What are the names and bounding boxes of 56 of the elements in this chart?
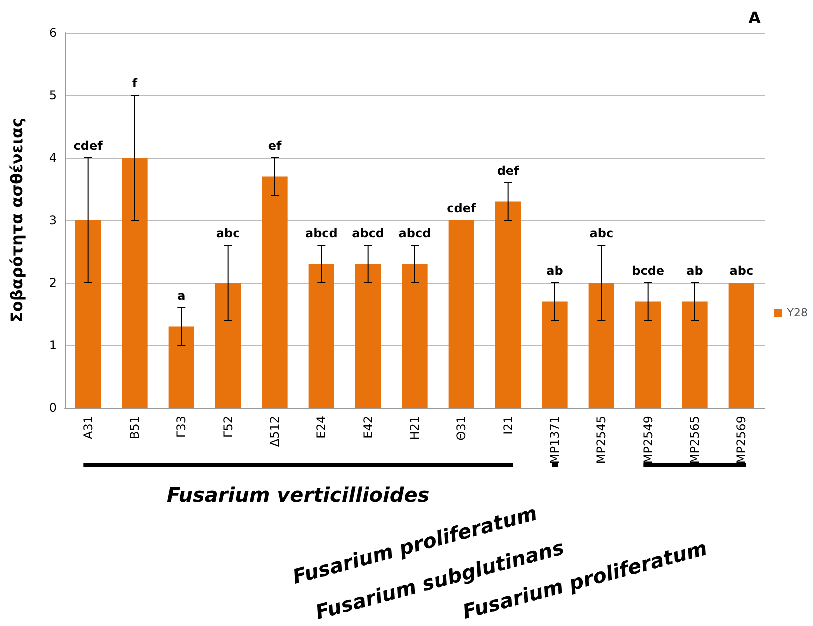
x-tick-label: B51 bbox=[128, 416, 142, 440]
bar bbox=[356, 264, 382, 408]
bar bbox=[542, 302, 568, 408]
legend-label: Y28 bbox=[786, 306, 808, 320]
x-tick-label: MP2545 bbox=[594, 416, 609, 464]
annotation: ab bbox=[686, 264, 704, 278]
bar bbox=[402, 264, 428, 408]
x-tick-label: E42 bbox=[361, 416, 376, 439]
y-tick-label: 0 bbox=[49, 401, 57, 415]
annotation: cdef bbox=[447, 202, 477, 216]
x-tick-label: E24 bbox=[314, 416, 329, 439]
x-tick-label: MP2549 bbox=[641, 416, 656, 464]
y-axis-title: Σοβαρότητα ασθένειας bbox=[8, 118, 26, 324]
y-tick-label: 1 bbox=[49, 338, 57, 352]
x-tick-label: Δ512 bbox=[268, 416, 282, 448]
x-tick-label: H21 bbox=[408, 416, 422, 440]
bar bbox=[636, 302, 662, 408]
text: Fusarium verticillioides bbox=[166, 483, 430, 507]
bar bbox=[216, 283, 242, 408]
x-tick-label: Γ52 bbox=[221, 416, 236, 438]
x-tick-label: Θ31 bbox=[454, 416, 469, 441]
annotation: abcd bbox=[352, 226, 385, 240]
annotation: abcd bbox=[398, 226, 432, 240]
text: A bbox=[748, 8, 762, 28]
bar bbox=[496, 202, 522, 408]
annotation: cdef bbox=[74, 139, 104, 153]
y-tick-label: 4 bbox=[49, 151, 57, 165]
bar bbox=[588, 283, 614, 408]
bar bbox=[308, 264, 334, 408]
bar bbox=[682, 302, 708, 408]
annotation: a bbox=[178, 289, 186, 303]
annotation: f bbox=[132, 76, 138, 90]
x-tick-label: A31 bbox=[81, 416, 96, 440]
y-tick-label: 3 bbox=[49, 214, 57, 228]
x-tick-label: MP1371 bbox=[548, 416, 562, 464]
y-tick-label: 6 bbox=[49, 26, 57, 40]
annotation: bcde bbox=[632, 264, 665, 278]
bar bbox=[262, 176, 288, 408]
annotation: ab bbox=[546, 264, 564, 278]
x-tick-label: Γ33 bbox=[174, 416, 189, 438]
bar bbox=[728, 283, 754, 408]
x-tick-label: I21 bbox=[501, 416, 516, 435]
bar bbox=[168, 326, 194, 408]
bar bbox=[448, 220, 474, 408]
bar bbox=[122, 158, 148, 408]
y-tick-label: 5 bbox=[49, 88, 57, 102]
x-tick-label: MP2565 bbox=[688, 416, 702, 464]
x-tick-label: MP2569 bbox=[734, 416, 749, 464]
annotation: def bbox=[497, 164, 520, 178]
bar bbox=[76, 220, 102, 408]
annotation: abcd bbox=[305, 226, 338, 240]
annotation: abc bbox=[590, 226, 614, 240]
y-tick-label: 2 bbox=[49, 276, 57, 290]
annotation: abc bbox=[216, 226, 240, 240]
annotation: ef bbox=[268, 139, 282, 153]
annotation: abc bbox=[730, 264, 754, 278]
